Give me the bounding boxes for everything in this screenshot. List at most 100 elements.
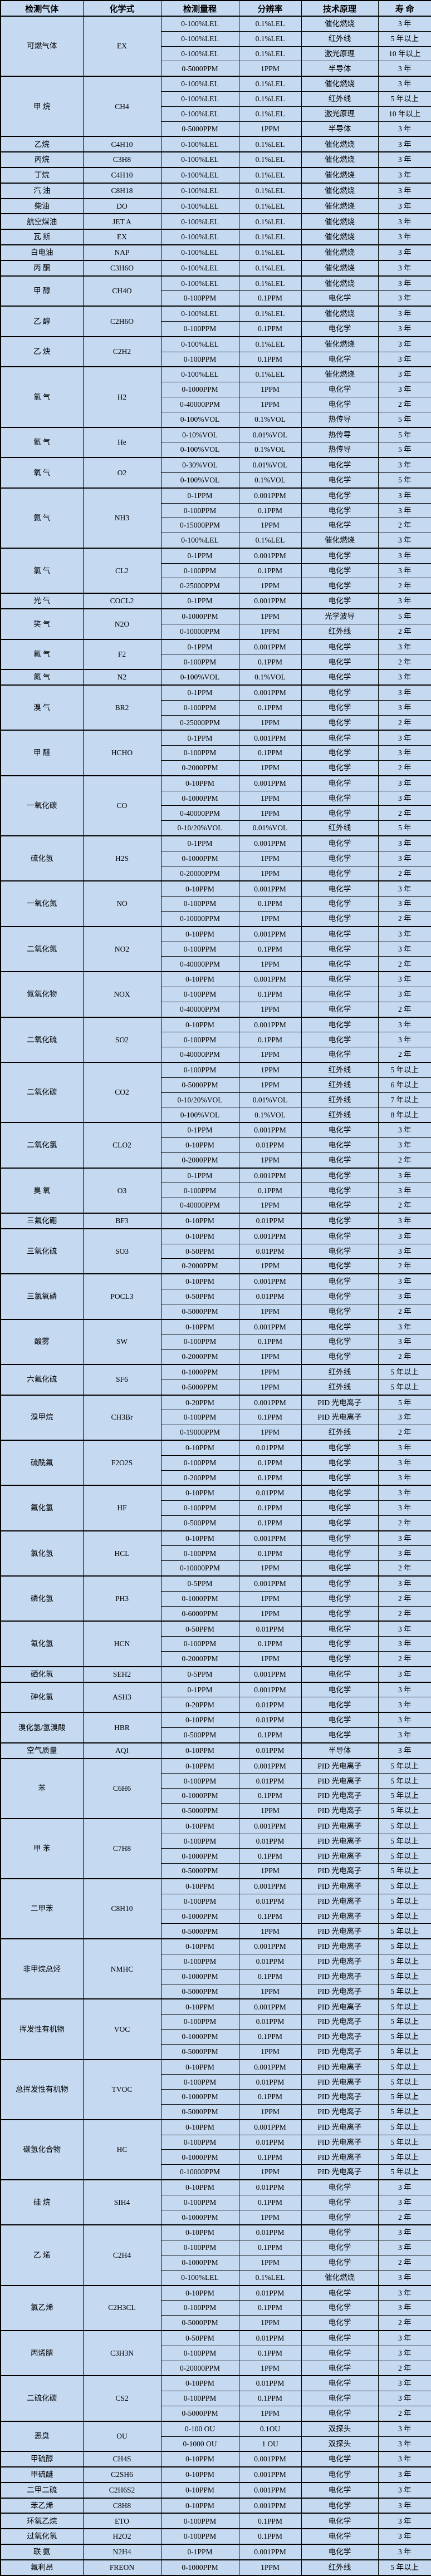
gas-name-cell: 乙烷 [0,136,84,152]
resolution-cell: 0.1%LEL [238,229,302,245]
range-cell: 0-100PPM [160,351,239,367]
resolution-cell: 1PPM [238,2104,302,2120]
lifespan-cell: 2 年 [378,1198,431,1214]
range-cell: 0-5000PPM [160,61,239,77]
principle-cell: 电化学 [301,880,379,897]
formula-cell: HF [82,1485,161,1531]
lifespan-cell: 3 年 [378,2451,431,2467]
formula-cell: SF6 [82,1363,161,1396]
lifespan-cell: 3 年 [378,2497,431,2514]
resolution-cell: 0.001PPM [238,1878,302,1894]
table-row: 0-100PPM 0.1PPM 电化学 3 年 [1,1500,431,1516]
table-row: 0-100PPM 0.1PPM 电化学 3 年 [1,290,431,307]
resolution-cell: 0.001PPM [238,1167,302,1184]
range-cell: 0-20PPM [160,1697,239,1713]
lifespan-cell: 3 年 [378,229,431,245]
resolution-cell: 1PPM [238,760,302,776]
principle-cell: 电化学 [301,593,379,609]
lifespan-cell: 3 年 [378,136,431,152]
formula-cell: POCL3 [82,1273,161,1320]
range-cell: 0-10PPM [160,2466,239,2483]
resolution-cell: 0.1%LEL [238,275,302,292]
lifespan-cell: 2 年 [378,1605,431,1622]
table-row: 0-1000PPM 0.1PPM PID 光电离子 5 年以上 [1,1968,431,1984]
principle-cell: 电化学 [301,518,379,534]
lifespan-cell: 5 年以上 [378,1908,431,1924]
principle-cell: 电化学 [301,2391,379,2406]
range-cell: 0-1PPM [160,593,239,609]
range-cell: 0-100PPM [160,654,239,670]
lifespan-cell: 5 年以上 [378,1968,431,1984]
principle-cell: 电化学 [301,503,379,519]
resolution-cell: 0.1%LEL [238,198,302,214]
table-row: 二氧化氯 CLO2 0-1PPM 0.001PPM 电化学 3 年 [0,1122,431,1169]
resolution-cell: 0.1PPM [238,2194,302,2210]
table-row: 0-500PPM 0.1PPM 电化学 2 年 [1,1515,431,1531]
principle-cell: 电化学 [301,2528,379,2545]
gas-name-cell: 总挥发性有机物 [0,2058,84,2120]
principle-cell: 电化学 [301,654,379,670]
table-row: 0-10/20%VOL 0.01%VOL 红外线 5 年 [1,820,431,836]
formula-cell: CH4O [82,275,161,307]
lifespan-cell: 3 年 [378,1727,431,1743]
principle-cell: 催化燃烧 [301,259,379,277]
resolution-cell: 0.1OU [238,2420,302,2437]
lifespan-cell: 5 年以上 [378,1061,431,1078]
resolution-cell: 0.01%VOL [238,457,302,473]
range-cell: 0-100PPM [160,1334,239,1350]
gas-name-cell: 苯乙烯 [0,2497,84,2514]
range-cell: 0-25000PPM [160,715,239,731]
table-row: 氨 气 NH3 0-1PPM 0.001PPM 电化学 3 年 [0,487,431,549]
gas-name-cell: 空气质量 [0,1742,84,1759]
lifespan-cell: 3 年 [378,669,431,686]
table-row: 氮 气 N2 0-100%VOL 0.1%VOL 电化学 3 年 [0,669,431,686]
principle-cell: 电化学 [301,487,379,504]
range-cell: 0-5000PPM [160,1379,239,1396]
principle-cell: 电化学 [301,457,379,473]
header-row: 检测气体 化学式 检测量程 分辨率 技术原理 寿 命 [0,0,431,17]
resolution-cell: 0.01PPM [238,2329,302,2346]
principle-cell: PID 光电离子 [301,1878,379,1894]
resolution-cell: 0.1%VOL [238,472,302,489]
table-row: 0-5000PPM 1PPM 电化学 2 年 [1,2405,431,2422]
resolution-cell: 0.1PPM [238,987,302,1002]
range-cell: 0-100PPM [160,1545,239,1562]
formula-cell: C8H18 [82,182,161,199]
range-cell: 0-100%LEL [160,275,239,292]
range-cell: 0-100PPM [160,2014,239,2030]
principle-cell: 催化燃烧 [301,166,379,184]
resolution-cell: 0.001PPM [238,2544,302,2560]
range-cell: 0-100PPM [160,987,239,1002]
resolution-cell: 0.01PPM [238,1697,302,1713]
gas-name-cell: 白电油 [0,244,84,261]
range-cell: 0-100PPM [160,503,239,519]
range-cell: 0-2000PPM [160,760,239,776]
range-cell: 0-1000PPM [160,1363,239,1380]
range-cell: 0-100%LEL [160,46,239,62]
range-cell: 0-5000PPM [160,1803,239,1819]
table-row: 0-50PPM 0.01PPM 电化学 3 年 [1,1288,431,1304]
table-row: 0-100PPM 0.1PPM 电化学 3 年 [1,2391,431,2406]
resolution-cell: 0.1PPM [238,290,302,307]
lifespan-cell: 3 年 [378,61,431,77]
principle-cell: 电化学 [301,1590,379,1607]
range-cell: 0-5000PPM [160,2104,239,2120]
lifespan-cell: 7 年以上 [378,1092,431,1108]
lifespan-cell: 3 年 [378,2269,431,2286]
formula-cell: CH3Br [82,1394,161,1441]
principle-cell: 电化学 [301,790,379,806]
resolution-cell: 0.1PPM [238,1032,302,1048]
table-row: 航空煤油 JET A 0-100%LEL 0.1%LEL 催化燃烧 3 年 [0,213,431,230]
gas-name-cell: 丁烷 [0,166,84,184]
range-cell: 0-10PPM [160,1318,239,1335]
lifespan-cell: 5 年以上 [378,1363,431,1380]
table-row: 总挥发性有机物 TVOC 0-10PPM 0.001PPM PID 光电离子 5 年以上 [0,2058,431,2120]
lifespan-cell: 2 年 [378,911,431,927]
table-row: 0-100PPM 0.1PPM 电化学 3 年 [1,987,431,1002]
resolution-cell: 0.001PPM [238,2058,302,2075]
table-row: 0-100PPM 0.01PPM PID 光电离子 5 年以上 [1,2014,431,2030]
table-row: 0-100PPM 0.1PPM 电化学 3 年 [1,503,431,519]
resolution-cell: 1PPM [238,2315,302,2331]
lifespan-cell: 2 年 [378,760,431,776]
lifespan-cell: 5 年以上 [378,2043,431,2060]
